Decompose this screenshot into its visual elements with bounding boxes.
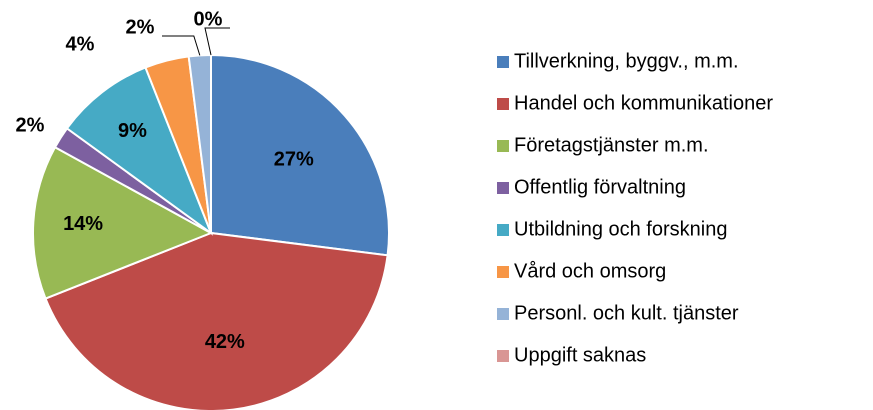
value-label: 2%	[126, 16, 155, 38]
value-label: 2%	[16, 114, 45, 136]
legend-swatch	[497, 266, 509, 278]
legend-label: Personl. och kult. tjänster	[514, 302, 739, 324]
legend-label: Handel och kommunikationer	[514, 92, 773, 114]
value-label: 42%	[205, 331, 245, 353]
legend-label: Uppgift saknas	[514, 344, 646, 366]
leader-line	[162, 35, 201, 56]
legend-swatch	[497, 308, 509, 320]
legend-swatch	[497, 224, 509, 236]
pie-slice	[210, 53, 390, 257]
legend-label: Offentlig förvaltning	[514, 176, 686, 198]
legend-swatch	[497, 350, 509, 362]
value-label: 4%	[66, 33, 95, 55]
value-label: 0%	[194, 8, 223, 30]
value-label: 9%	[118, 120, 147, 142]
legend-label: Utbildning och forskning	[514, 218, 727, 240]
legend-swatch	[497, 98, 509, 110]
legend-swatch	[497, 56, 509, 68]
pie-slice	[32, 145, 214, 300]
pie-slice	[65, 66, 214, 236]
legend-label: Företagstjänster m.m.	[514, 134, 709, 156]
legend-label: Vård och omsorg	[514, 260, 666, 282]
legend-swatch	[497, 182, 509, 194]
leader-line	[204, 27, 230, 56]
value-label: 14%	[63, 213, 103, 235]
legend-swatch	[497, 140, 509, 152]
value-label: 27%	[274, 148, 314, 170]
legend-label: Tillverkning, byggv., m.m.	[514, 50, 739, 72]
